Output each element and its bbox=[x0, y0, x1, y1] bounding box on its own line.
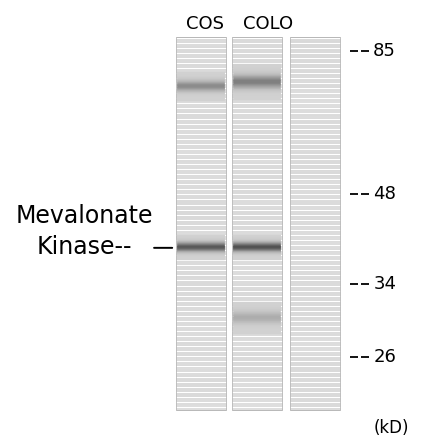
Text: 48: 48 bbox=[373, 185, 396, 203]
Bar bbox=[176, 37, 226, 410]
Text: Mevalonate: Mevalonate bbox=[16, 204, 153, 228]
Bar bbox=[290, 37, 340, 410]
Text: 34: 34 bbox=[373, 276, 396, 293]
Text: COLO: COLO bbox=[242, 15, 293, 33]
Text: 26: 26 bbox=[373, 348, 396, 366]
Text: (kD): (kD) bbox=[373, 419, 409, 437]
Text: COS: COS bbox=[186, 15, 224, 33]
Text: Kinase--: Kinase-- bbox=[37, 235, 132, 259]
Text: 85: 85 bbox=[373, 42, 396, 60]
Bar bbox=[232, 37, 282, 410]
